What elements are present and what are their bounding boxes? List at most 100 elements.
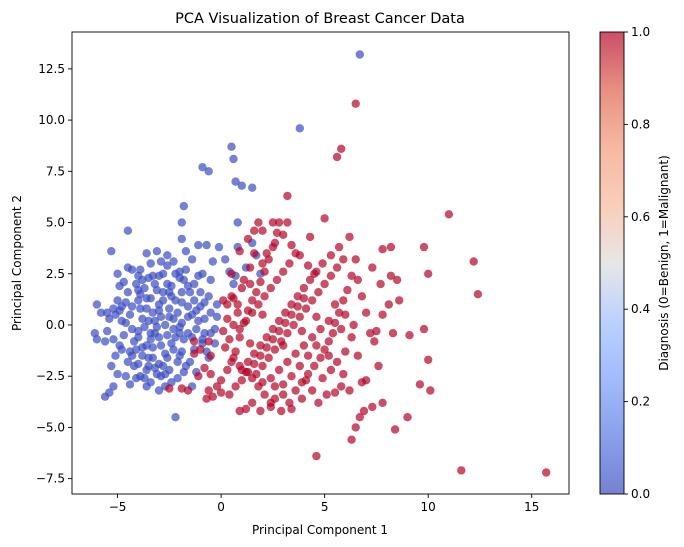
benign-point (198, 163, 207, 172)
malignant-point (256, 351, 265, 360)
x-tick-label: 15 (524, 500, 539, 514)
benign-point (154, 300, 164, 309)
malignant-point (473, 290, 483, 299)
benign-point (144, 273, 153, 283)
benign-point (175, 329, 184, 338)
malignant-point (339, 369, 348, 379)
benign-point (173, 374, 182, 383)
benign-point (92, 335, 102, 344)
malignant-point (334, 242, 344, 252)
benign-point (206, 308, 215, 317)
benign-point (165, 304, 174, 313)
malignant-point (312, 451, 321, 461)
malignant-point (320, 345, 329, 354)
malignant-point (289, 320, 298, 330)
benign-point (107, 247, 116, 256)
y-tick-label: −2.5 (36, 369, 65, 383)
colorbar (599, 31, 625, 495)
malignant-point (235, 324, 244, 334)
colorbar-ticks: 0.0 0.2 0.4 0.6 0.8 1.0 (624, 25, 650, 501)
malignant-point (388, 329, 398, 338)
malignant-point (258, 226, 267, 235)
malignant-point (351, 255, 360, 264)
malignant-point (216, 388, 226, 397)
malignant-point (395, 296, 404, 305)
malignant-point (248, 308, 257, 317)
malignant-point (332, 263, 342, 272)
benign-point (152, 369, 162, 379)
benign-point (177, 298, 186, 307)
malignant-point (345, 232, 354, 242)
malignant-point (264, 353, 273, 362)
malignant-point (243, 367, 253, 377)
benign-point (142, 249, 151, 258)
malignant-point (324, 351, 333, 360)
benign-point (150, 329, 159, 338)
malignant-point (248, 398, 257, 407)
malignant-point (248, 296, 257, 305)
benign-point (158, 361, 168, 371)
benign-point (127, 265, 137, 274)
malignant-point (229, 320, 238, 330)
malignant-point (322, 390, 331, 399)
x-tick-label: −5 (109, 500, 127, 514)
benign-point (163, 353, 172, 362)
benign-point (111, 351, 120, 360)
malignant-point (355, 413, 364, 422)
malignant-point (237, 283, 246, 293)
benign-point (156, 257, 166, 266)
malignant-point (287, 310, 296, 319)
malignant-point (374, 361, 383, 371)
malignant-point (359, 406, 369, 416)
malignant-point (293, 302, 302, 311)
malignant-point (457, 466, 466, 475)
benign-point (132, 345, 141, 354)
benign-point (192, 306, 201, 315)
malignant-point (337, 144, 346, 153)
malignant-point (235, 333, 244, 342)
malignant-point (301, 304, 311, 313)
benign-point (163, 261, 172, 270)
benign-point (295, 124, 304, 133)
malignant-point (297, 394, 307, 403)
benign-point (161, 369, 170, 379)
malignant-point (328, 329, 338, 338)
benign-point (177, 218, 186, 227)
malignant-point (297, 326, 307, 336)
malignant-point (308, 333, 317, 342)
malignant-point (279, 390, 288, 399)
malignant-point (384, 300, 393, 309)
malignant-point (320, 279, 329, 289)
malignant-point (305, 275, 315, 285)
malignant-point (312, 341, 321, 350)
y-tick-label: 10.0 (38, 113, 65, 127)
malignant-point (258, 259, 267, 268)
y-axis-ticks: −7.5 −5.0 −2.5 0.0 2.5 5.0 7.5 10.0 12.5 (36, 62, 72, 486)
malignant-point (351, 99, 360, 108)
benign-point (227, 142, 236, 151)
benign-point (119, 277, 128, 287)
malignant-point (324, 337, 333, 346)
benign-point (355, 50, 364, 59)
benign-point (144, 316, 153, 326)
malignant-point (165, 384, 174, 393)
malignant-point (216, 376, 226, 385)
malignant-point (330, 388, 340, 397)
malignant-point (256, 277, 265, 287)
benign-point (142, 382, 151, 391)
benign-point (105, 314, 114, 323)
malignant-point (310, 361, 319, 371)
y-tick-label: −5.0 (36, 420, 65, 434)
malignant-point (542, 468, 551, 477)
malignant-point (301, 376, 311, 385)
malignant-point (370, 337, 379, 346)
benign-point (229, 154, 238, 164)
malignant-point (266, 402, 275, 412)
benign-point (231, 177, 240, 186)
benign-point (92, 300, 102, 309)
malignant-point (339, 255, 348, 264)
benign-point (185, 357, 195, 367)
benign-point (167, 281, 176, 291)
malignant-point (347, 333, 356, 342)
